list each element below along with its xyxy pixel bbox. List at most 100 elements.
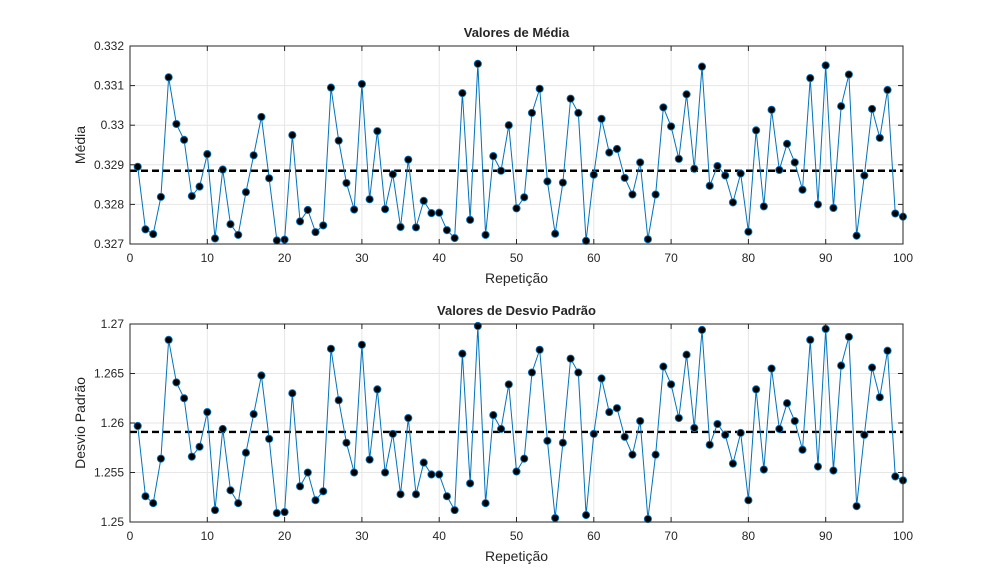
std-data-point [342, 438, 351, 447]
std-series-line [137, 325, 904, 520]
std-series [133, 321, 908, 524]
mean-data-point [875, 133, 884, 142]
mean-y-tick-label: 0.33 [101, 118, 125, 132]
mean-data-point [844, 70, 853, 79]
std-x-tick-label: 90 [819, 529, 833, 543]
mean-data-point [435, 208, 444, 217]
std-data-point [303, 468, 312, 477]
std-data-point [435, 470, 444, 479]
std-data-point [458, 349, 467, 358]
mean-data-point [466, 215, 475, 224]
std-data-point [651, 450, 660, 459]
std-data-point [350, 468, 359, 477]
std-data-point [180, 394, 189, 403]
mean-data-point [605, 148, 614, 157]
std-data-point [257, 371, 266, 380]
std-data-point [404, 413, 413, 423]
std-y-tick-label: 1.26 [101, 416, 125, 430]
std-data-point [241, 448, 250, 457]
std-data-point [883, 346, 892, 355]
std-x-tick-label: 40 [433, 529, 447, 543]
mean-data-point [860, 171, 869, 180]
mean-data-point [195, 182, 204, 191]
mean-data-point [752, 126, 761, 135]
std-data-point [620, 432, 629, 441]
mean-data-point [543, 177, 552, 186]
mean-data-point [821, 61, 830, 70]
std-data-point [319, 487, 328, 496]
std-data-point [551, 513, 560, 523]
std-x-tick-label: 60 [587, 529, 601, 543]
std-data-point [852, 502, 861, 511]
std-data-point [288, 389, 297, 398]
std-data-point [721, 430, 730, 439]
std-data-point [790, 416, 799, 426]
std-y-ticks: 1.25 1.255 1.26 1.265 1.27 [94, 317, 903, 529]
mean-x-tick-label: 50 [510, 251, 524, 265]
std-data-point [473, 321, 482, 331]
std-y-tick-label: 1.25 [101, 515, 125, 529]
std-data-point [566, 354, 575, 363]
std-data-point [481, 499, 490, 508]
mean-data-point [172, 119, 181, 129]
mean-data-point [806, 74, 815, 83]
std-data-point [643, 514, 652, 524]
std-data-point [574, 368, 583, 377]
mean-data-point [674, 154, 683, 163]
mean-data-point [868, 104, 877, 114]
std-data-point [697, 325, 707, 334]
std-y-tick-label: 1.27 [101, 317, 125, 331]
mean-data-point [210, 234, 220, 243]
mean-x-tick-label: 30 [355, 251, 369, 265]
mean-data-point [566, 94, 575, 103]
mean-data-point [164, 73, 173, 82]
mean-data-point [427, 209, 436, 218]
mean-data-point [790, 158, 799, 167]
std-y-tick-label: 1.265 [94, 367, 124, 381]
std-data-point [837, 361, 846, 370]
std-x-tick-label: 100 [893, 529, 913, 543]
mean-x-tick-label: 60 [587, 251, 601, 265]
std-x-tick-label: 50 [510, 529, 524, 543]
mean-data-point [442, 226, 451, 235]
std-data-point [713, 419, 722, 429]
std-data-point [690, 423, 699, 433]
mean-data-point [520, 193, 529, 202]
std-data-point [628, 450, 637, 459]
std-data-point [798, 445, 807, 454]
mean-data-point [767, 105, 776, 114]
std-x-axis-label: Repetição [485, 548, 548, 564]
mean-data-point [574, 108, 583, 117]
mean-data-point [311, 228, 320, 237]
std-data-point [210, 506, 220, 515]
std-x-tick-label: 80 [742, 529, 756, 543]
std-data-point [280, 508, 289, 517]
mean-data-point [319, 221, 328, 230]
mean-data-point [388, 170, 397, 179]
std-data-point [806, 335, 815, 344]
std-x-tick-label: 0 [127, 529, 134, 543]
std-data-point [133, 421, 142, 431]
mean-x-tick-label: 0 [127, 251, 134, 265]
std-data-point [427, 470, 436, 479]
mean-data-point [180, 135, 189, 144]
mean-data-point [265, 174, 274, 183]
std-data-point [589, 429, 598, 438]
std-data-point [659, 362, 668, 371]
mean-x-tick-label: 10 [201, 251, 215, 265]
std-data-point [419, 458, 428, 467]
mean-data-point [783, 139, 792, 148]
std-data-point [582, 511, 591, 520]
mean-data-point [682, 90, 691, 99]
mean-x-tick-label: 100 [893, 251, 913, 265]
mean-data-point [149, 230, 158, 239]
std-data-point [172, 378, 181, 387]
std-data-point [450, 506, 459, 515]
mean-data-point [837, 102, 846, 111]
std-data-point [875, 393, 884, 402]
mean-data-point [296, 217, 305, 226]
std-data-point [388, 429, 397, 438]
mean-data-point [458, 89, 467, 98]
std-data-point [767, 364, 776, 373]
std-data-point [860, 430, 869, 439]
